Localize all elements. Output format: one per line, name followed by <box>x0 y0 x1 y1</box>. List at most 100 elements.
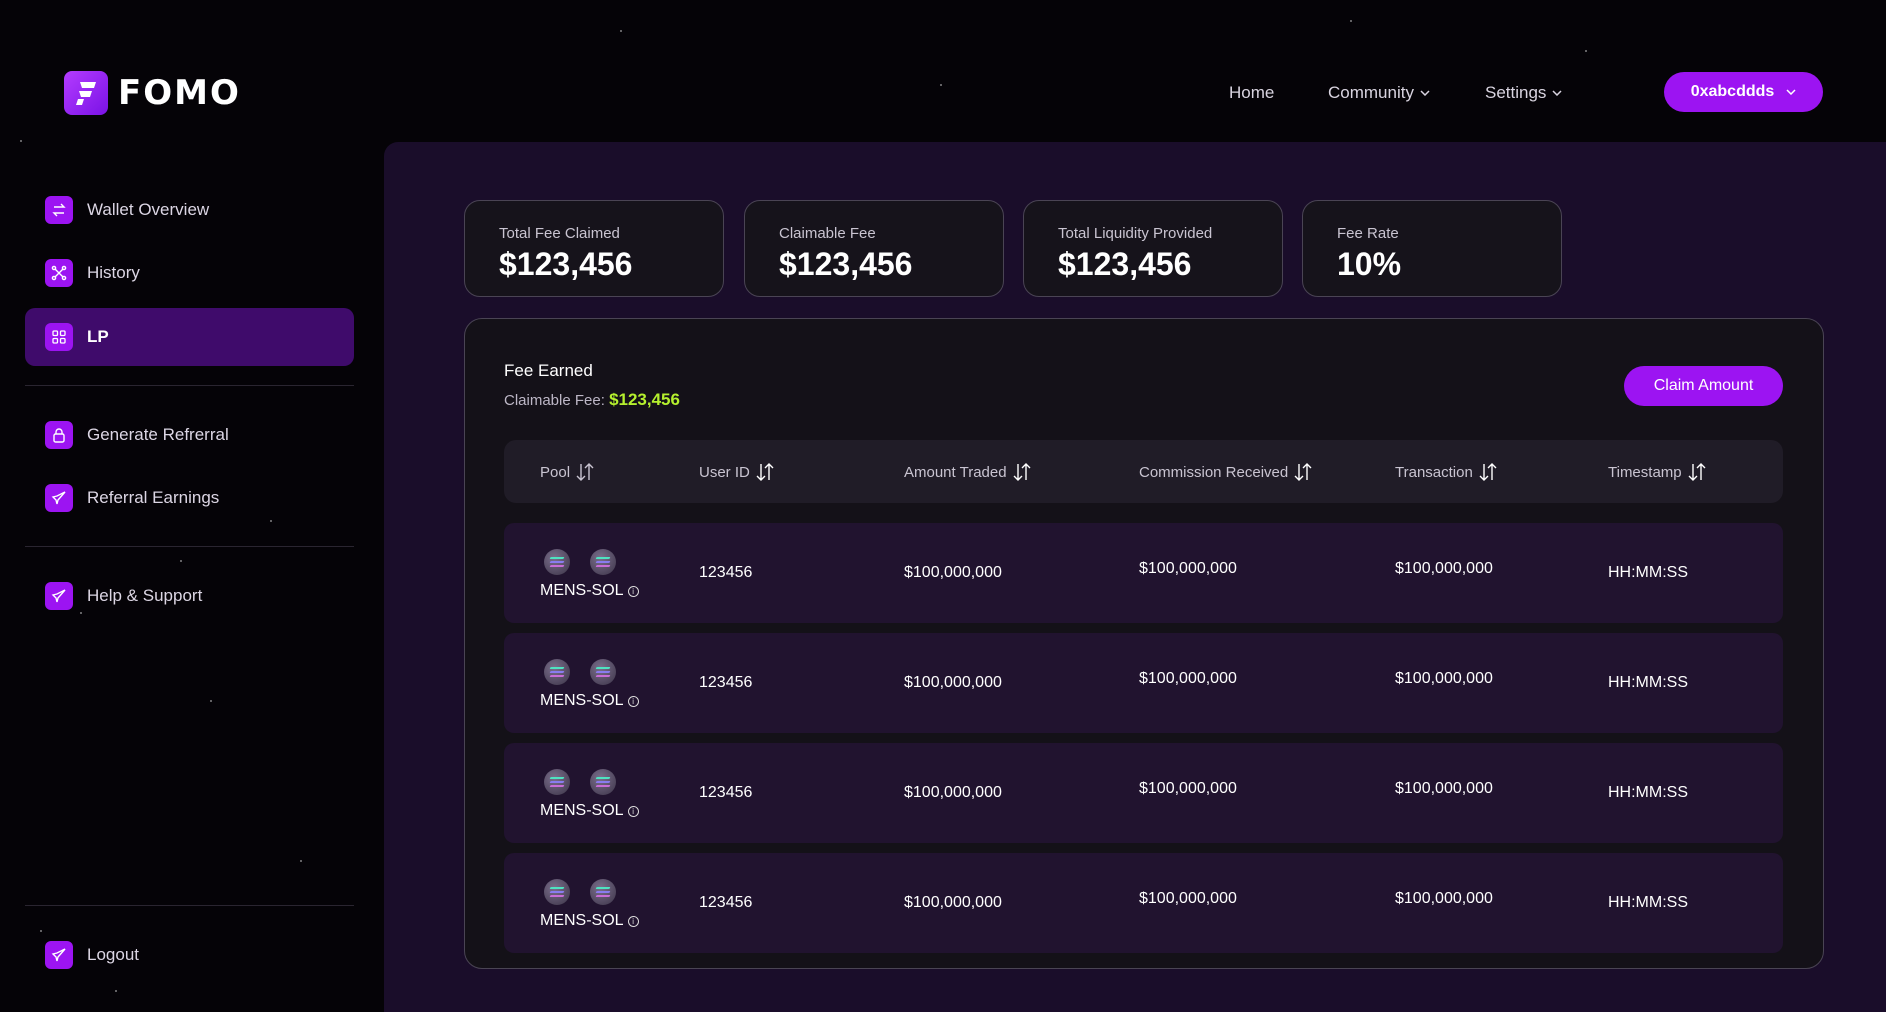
pool-name: MENS-SOL <box>540 912 624 929</box>
nav-settings-label: Settings <box>1485 83 1547 102</box>
nav-home-label: Home <box>1229 83 1275 102</box>
nav-community-dropdown[interactable]: Community <box>1328 83 1430 103</box>
pool-cell: MENS-SOL i <box>540 769 639 820</box>
sidebar-item-lp[interactable]: LP <box>25 308 354 366</box>
info-icon[interactable]: i <box>627 695 639 707</box>
stat-value: $123,456 <box>499 246 633 282</box>
transaction-cell: $100,000,000 <box>1395 780 1493 797</box>
table-row[interactable]: MENS-SOL i 123456 $100,000,000 $100,000,0… <box>504 853 1783 953</box>
swap-icon <box>45 196 73 224</box>
column-header-pool[interactable]: Pool <box>540 462 596 482</box>
pool-cell: MENS-SOL i <box>540 879 639 930</box>
sidebar-item-label: Generate Refrerral <box>87 425 229 444</box>
column-label: User ID <box>699 463 750 481</box>
sidebar-item-wallet-overview[interactable]: Wallet Overview <box>25 181 354 239</box>
table-header: Pool User ID Amount Traded Commission Re… <box>504 440 1783 503</box>
column-header-timestamp[interactable]: Timestamp <box>1608 462 1708 482</box>
pool-cell: MENS-SOL i <box>540 659 639 710</box>
chevron-down-icon <box>1552 90 1562 96</box>
nav-home-link[interactable]: Home <box>1229 83 1274 103</box>
pool-name: MENS-SOL <box>540 692 624 709</box>
user-id-cell: 123456 <box>699 894 753 911</box>
pool-token-icons <box>544 879 639 905</box>
info-icon[interactable]: i <box>627 585 639 597</box>
pool-token-icons <box>544 769 639 795</box>
table-row[interactable]: MENS-SOL i 123456 $100,000,000 $100,000,0… <box>504 523 1783 623</box>
amount-traded-cell: $100,000,000 <box>904 784 1002 801</box>
rocket-icon <box>45 484 73 512</box>
amount-traded-cell: $100,000,000 <box>904 674 1002 691</box>
sort-icon <box>1479 463 1497 481</box>
column-label: Pool <box>540 463 571 481</box>
sort-icon <box>576 463 594 481</box>
claimable-fee-label: Claimable Fee: <box>504 392 605 409</box>
amount-traded-cell: $100,000,000 <box>904 564 1002 581</box>
column-header-transaction[interactable]: Transaction <box>1395 462 1499 482</box>
table-row[interactable]: MENS-SOL i 123456 $100,000,000 $100,000,0… <box>504 743 1783 843</box>
sidebar-item-generate-referral[interactable]: Generate Refrerral <box>25 406 354 464</box>
pool-cell: MENS-SOL i <box>540 549 639 600</box>
sidebar-divider <box>25 385 354 386</box>
sidebar-item-label: History <box>87 263 140 282</box>
column-header-amount-traded[interactable]: Amount Traded <box>904 462 1033 482</box>
solana-token-icon <box>544 879 570 905</box>
timestamp-cell: HH:MM:SS <box>1608 784 1688 801</box>
info-icon[interactable]: i <box>627 805 639 817</box>
solana-token-icon <box>590 769 616 795</box>
lock-icon <box>45 421 73 449</box>
wallet-address-button[interactable]: 0xabcddds <box>1664 72 1823 112</box>
amount-traded-cell: $100,000,000 <box>904 894 1002 911</box>
solana-token-icon <box>544 549 570 575</box>
transaction-cell: $100,000,000 <box>1395 670 1493 687</box>
table-row[interactable]: MENS-SOL i 123456 $100,000,000 $100,000,0… <box>504 633 1783 733</box>
brand-logo[interactable]: FOMO <box>64 71 241 115</box>
sidebar-item-history[interactable]: History <box>25 244 354 302</box>
chevron-down-icon <box>1786 89 1796 95</box>
column-label: Commission Received <box>1139 463 1289 481</box>
sort-icon <box>756 463 774 481</box>
timestamp-cell: HH:MM:SS <box>1608 674 1688 691</box>
column-label: Transaction <box>1395 463 1473 481</box>
commission-cell: $100,000,000 <box>1139 780 1237 797</box>
commission-cell: $100,000,000 <box>1139 560 1237 577</box>
nav-settings-dropdown[interactable]: Settings <box>1485 83 1562 103</box>
sidebar-divider <box>25 905 354 906</box>
stat-label: Claimable Fee <box>779 225 876 242</box>
stat-label: Total Liquidity Provided <box>1058 225 1213 242</box>
fee-earned-panel: Fee Earned Claimable Fee: $123,456 Claim… <box>464 318 1824 969</box>
stat-card-total-liquidity: Total Liquidity Provided $123,456 <box>1023 200 1283 297</box>
sidebar-item-logout[interactable]: Logout <box>25 926 354 984</box>
solana-token-icon <box>590 659 616 685</box>
stat-value: 10% <box>1337 246 1402 282</box>
commission-cell: $100,000,000 <box>1139 670 1237 687</box>
column-header-user-id[interactable]: User ID <box>699 462 776 482</box>
sidebar-item-help-support[interactable]: Help & Support <box>25 567 354 625</box>
sidebar-item-referral-earnings[interactable]: Referral Earnings <box>25 469 354 527</box>
sidebar-divider <box>25 546 354 547</box>
stat-card-fee-rate: Fee Rate 10% <box>1302 200 1562 297</box>
column-label: Amount Traded <box>904 463 1007 481</box>
network-icon <box>45 259 73 287</box>
solana-token-icon <box>590 549 616 575</box>
stat-value: $123,456 <box>779 246 913 282</box>
grid-icon <box>45 323 73 351</box>
rocket-icon <box>45 941 73 969</box>
timestamp-cell: HH:MM:SS <box>1608 564 1688 581</box>
solana-token-icon <box>590 879 616 905</box>
column-label: Timestamp <box>1608 463 1682 481</box>
fee-earned-title: Fee Earned <box>504 361 593 380</box>
info-icon[interactable]: i <box>627 915 639 927</box>
pool-name: MENS-SOL <box>540 802 624 819</box>
sidebar-item-label: Wallet Overview <box>87 200 210 219</box>
user-id-cell: 123456 <box>699 784 753 801</box>
column-header-commission-received[interactable]: Commission Received <box>1139 462 1314 482</box>
pool-name: MENS-SOL <box>540 582 624 599</box>
sort-icon <box>1294 463 1312 481</box>
claim-amount-button[interactable]: Claim Amount <box>1624 366 1783 406</box>
stat-value: $123,456 <box>1058 246 1192 282</box>
user-id-cell: 123456 <box>699 674 753 691</box>
claim-amount-label: Claim Amount <box>1653 377 1754 394</box>
chevron-down-icon <box>1420 90 1430 96</box>
solana-token-icon <box>544 769 570 795</box>
sidebar-item-label: Help & Support <box>87 586 203 605</box>
